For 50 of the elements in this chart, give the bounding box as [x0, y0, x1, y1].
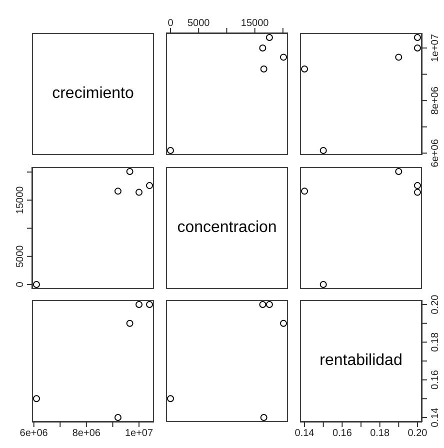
point	[259, 301, 266, 308]
x-tick-label: 5000	[187, 18, 210, 29]
y-tick-label: 15000	[15, 186, 26, 214]
point	[301, 66, 308, 73]
text: concentracion	[177, 219, 277, 237]
point	[259, 44, 266, 52]
x-tick-label: 0.20	[408, 428, 428, 440]
y-tick-label: 5000	[15, 244, 26, 268]
point	[32, 395, 40, 402]
point	[395, 54, 402, 61]
point	[126, 168, 134, 175]
point	[167, 147, 174, 154]
point	[414, 182, 421, 190]
point	[260, 414, 268, 421]
x-tick-label: 0	[168, 18, 174, 29]
point	[266, 301, 273, 308]
y-tick-label: 6e+06	[430, 138, 441, 168]
point	[32, 281, 40, 288]
point	[320, 281, 327, 288]
y-tick-label: 0	[15, 281, 26, 288]
point	[395, 168, 402, 175]
point	[114, 188, 122, 195]
point	[320, 147, 327, 154]
point	[146, 301, 154, 308]
point	[146, 182, 154, 190]
text: crecimiento	[52, 85, 134, 103]
point	[260, 66, 268, 73]
y-tick-label: 0.18	[430, 332, 441, 352]
x-tick-label: 1e+07	[124, 428, 154, 440]
point	[414, 44, 421, 52]
point	[280, 54, 287, 61]
x-tick-label: 0.18	[370, 428, 390, 440]
point	[114, 414, 122, 421]
y-tick-label: 0.16	[430, 370, 441, 390]
point	[301, 188, 308, 195]
x-tick-label: 0.14	[294, 428, 315, 440]
y-tick-label: 0.20	[430, 294, 441, 314]
point	[126, 320, 134, 327]
point	[136, 188, 143, 196]
x-tick-label: 8e+06	[72, 428, 101, 440]
text: rentabilidad	[320, 352, 402, 370]
point	[414, 188, 421, 196]
point	[280, 320, 287, 327]
x-tick-label: 15000	[240, 18, 270, 29]
point	[266, 34, 273, 41]
point	[136, 301, 143, 308]
x-tick-label: 0.16	[332, 428, 352, 440]
y-tick-label: 8e+06	[430, 86, 441, 115]
point	[414, 34, 421, 41]
point	[167, 395, 174, 402]
